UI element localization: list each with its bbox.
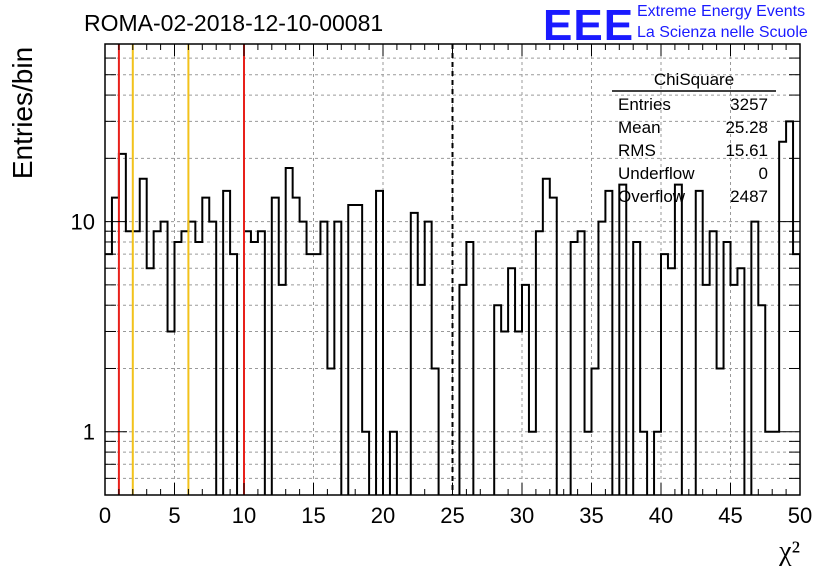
stats-box: ChiSquare Entries 3257 Mean 25.28 RMS 15.61 Und… bbox=[612, 70, 776, 206]
x-tick-label: 45 bbox=[718, 503, 742, 528]
stats-row-label: Overflow bbox=[618, 187, 686, 206]
x-axis-label: χ² bbox=[778, 536, 800, 567]
x-tick-label: 0 bbox=[99, 503, 111, 528]
axis-ticks bbox=[104, 44, 801, 495]
grid-lines bbox=[105, 44, 800, 495]
stats-row-label: Entries bbox=[618, 95, 671, 114]
y-tick-label: 1 bbox=[83, 420, 95, 445]
eee-logo: EEE bbox=[543, 1, 635, 50]
logo-tagline-2: La Scienza nelle Scuole bbox=[637, 24, 808, 41]
stats-row-label: Mean bbox=[618, 118, 661, 137]
y-axis-label: Entries/bin bbox=[7, 47, 38, 179]
logo-tagline-1: Extreme Energy Events bbox=[637, 3, 806, 20]
x-tick-label: 30 bbox=[510, 503, 534, 528]
histogram-outline bbox=[105, 120, 800, 495]
stats-row-label: Underflow bbox=[618, 164, 695, 183]
x-tick-label: 15 bbox=[301, 503, 325, 528]
x-tick-label: 50 bbox=[788, 503, 812, 528]
stats-row-value: 15.61 bbox=[725, 141, 768, 160]
x-tick-label: 25 bbox=[440, 503, 464, 528]
x-tick-label: 10 bbox=[232, 503, 256, 528]
x-tick-label: 5 bbox=[168, 503, 180, 528]
stats-row-value: 25.28 bbox=[725, 118, 768, 137]
x-tick-label: 40 bbox=[649, 503, 673, 528]
x-tick-label: 20 bbox=[371, 503, 395, 528]
stats-box-title: ChiSquare bbox=[654, 70, 734, 89]
stats-row-value: 3257 bbox=[730, 95, 768, 114]
stats-row-value: 0 bbox=[759, 164, 768, 183]
tick-labels: 0 5 10 15 20 25 30 35 40 45 50 1 10 bbox=[71, 210, 813, 528]
reference-lines bbox=[117, 44, 454, 495]
y-tick-label: 10 bbox=[71, 210, 95, 235]
stats-row-label: RMS bbox=[618, 141, 656, 160]
chart-title: ROMA-02-2018-12-10-00081 bbox=[84, 10, 384, 36]
stats-row-value: 2487 bbox=[730, 187, 768, 206]
x-tick-label: 35 bbox=[579, 503, 603, 528]
histogram bbox=[105, 120, 800, 495]
